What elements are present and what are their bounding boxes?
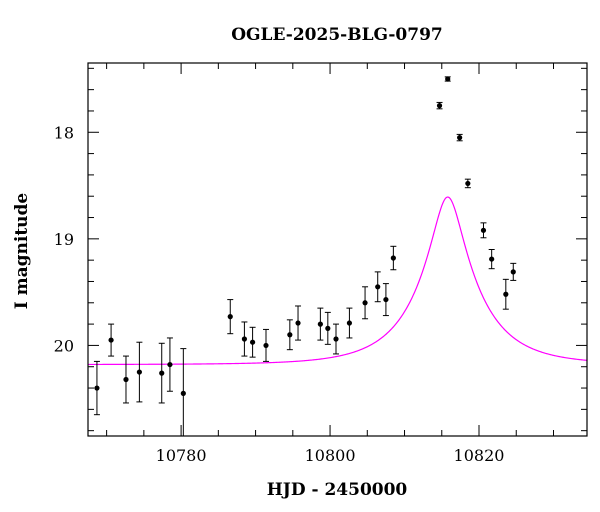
x-tick-label: 10780 [156,446,207,465]
plot-layer [88,76,587,436]
data-point [375,284,381,290]
chart-title: OGLE-2025-BLG-0797 [231,25,443,45]
data-point [249,339,256,345]
data-point [159,370,165,376]
data-point [325,325,331,331]
data-point [123,376,129,383]
data-point [390,255,396,261]
data-point [295,320,301,326]
data-point [445,76,451,82]
data-point [489,256,495,262]
data-point [287,332,293,338]
x-axis-label: HJD - 2450000 [267,480,408,500]
x-tick-label: 10800 [305,446,356,465]
data-point [465,180,471,187]
data-point [457,135,463,141]
data-point [94,385,100,391]
y-axis-label: I magnitude [12,193,32,310]
plot-frame [87,62,588,437]
ticks-layer: 10780 10800 10820 18 19 20 [54,63,587,465]
data-point [503,291,509,297]
data-point [180,390,186,396]
data-point [383,296,389,303]
data-point [333,336,339,342]
y-tick-label: 20 [54,336,74,355]
data-point [227,314,233,320]
data-point [510,269,516,275]
data-point [241,336,248,342]
y-tick-label: 19 [54,230,74,249]
data-point [436,103,443,109]
data-point [362,300,368,306]
data-point [167,361,173,368]
y-tick-label: 18 [54,123,74,142]
data-point [263,342,269,349]
data-point [317,321,323,327]
data-point [108,337,114,343]
data-point [136,369,142,375]
x-tick-label: 10820 [454,446,505,465]
data-point [480,227,487,233]
data-point [346,320,353,326]
